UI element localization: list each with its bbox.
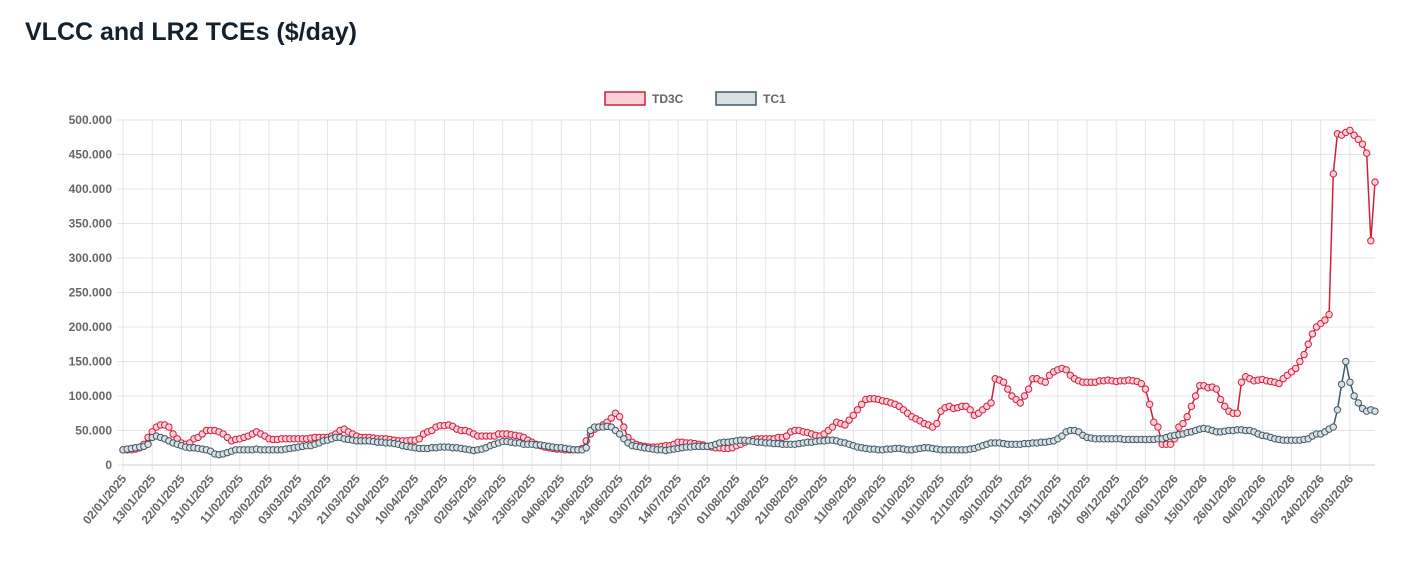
data-point <box>828 423 837 431</box>
y-tick-label: 200.000 <box>69 320 113 334</box>
data-point <box>1367 237 1375 245</box>
data-point <box>987 399 995 407</box>
y-tick-label: 350.000 <box>69 217 113 231</box>
data-point <box>1191 392 1200 400</box>
y-tick-label: 450.000 <box>69 148 113 162</box>
data-point <box>1183 413 1191 421</box>
data-point <box>1020 392 1029 400</box>
series-line <box>123 129 1376 451</box>
data-point <box>1304 340 1312 348</box>
data-point <box>1308 330 1317 338</box>
data-point <box>1346 126 1354 135</box>
data-point <box>1350 392 1358 400</box>
data-point <box>1329 423 1337 431</box>
data-point <box>1354 399 1363 407</box>
data-point <box>620 423 628 431</box>
data-point <box>1325 310 1333 319</box>
data-point <box>1212 385 1221 393</box>
data-point <box>1237 378 1246 386</box>
data-point <box>1145 400 1154 408</box>
y-tick-label: 250.000 <box>69 286 113 300</box>
data-point <box>1137 379 1145 388</box>
data-point <box>607 414 615 422</box>
data-point <box>582 444 590 452</box>
data-point <box>841 421 849 429</box>
data-point <box>1166 440 1175 448</box>
data-point <box>1296 357 1304 366</box>
data-point <box>144 440 152 448</box>
data-point <box>1221 402 1229 411</box>
data-point <box>615 413 624 421</box>
data-point <box>1187 402 1196 411</box>
data-point <box>1016 399 1024 407</box>
data-point <box>853 406 862 414</box>
y-tick-label: 400.000 <box>69 182 113 196</box>
data-point <box>1362 149 1371 157</box>
data-point <box>1024 385 1033 393</box>
chart-title: VLCC and LR2 TCEs ($/day) <box>25 18 357 46</box>
data-point <box>1041 378 1050 386</box>
data-point <box>1216 395 1225 404</box>
data-point <box>849 411 858 420</box>
legend-label[interactable]: TC1 <box>763 92 786 106</box>
data-point <box>1154 423 1162 431</box>
data-point <box>1358 140 1367 148</box>
data-point <box>1354 135 1363 144</box>
y-tick-label: 100.000 <box>69 389 113 403</box>
data-point <box>845 416 853 424</box>
data-point <box>999 378 1008 386</box>
data-point <box>1342 357 1350 366</box>
data-point <box>1300 350 1308 359</box>
y-tick-label: 300.000 <box>69 251 113 265</box>
data-point <box>1329 170 1337 178</box>
data-point <box>1150 418 1158 426</box>
y-tick-label: 500.000 <box>69 113 113 127</box>
legend-swatch[interactable] <box>715 91 757 106</box>
data-point <box>1346 378 1354 386</box>
data-point <box>1371 178 1379 186</box>
data-point <box>415 435 424 443</box>
data-point <box>1004 385 1012 393</box>
data-point <box>615 430 624 438</box>
data-point <box>1141 385 1150 393</box>
legend-swatch[interactable] <box>604 91 646 106</box>
data-point <box>169 430 177 438</box>
data-point <box>933 419 941 428</box>
legend-label[interactable]: TD3C <box>652 92 684 106</box>
data-point <box>1233 409 1241 417</box>
data-point <box>857 400 866 408</box>
y-tick-label: 0 <box>105 458 112 472</box>
y-tick-label: 150.000 <box>69 355 113 369</box>
data-point <box>1333 406 1342 414</box>
data-point <box>165 423 173 431</box>
data-point <box>1292 364 1300 373</box>
data-point <box>1275 379 1283 388</box>
data-point <box>1062 366 1070 374</box>
data-point <box>1337 380 1346 388</box>
data-point <box>1179 419 1187 428</box>
data-point <box>1321 316 1329 324</box>
y-tick-label: 50.000 <box>75 424 112 438</box>
data-point <box>966 406 974 414</box>
data-point <box>1371 407 1379 415</box>
